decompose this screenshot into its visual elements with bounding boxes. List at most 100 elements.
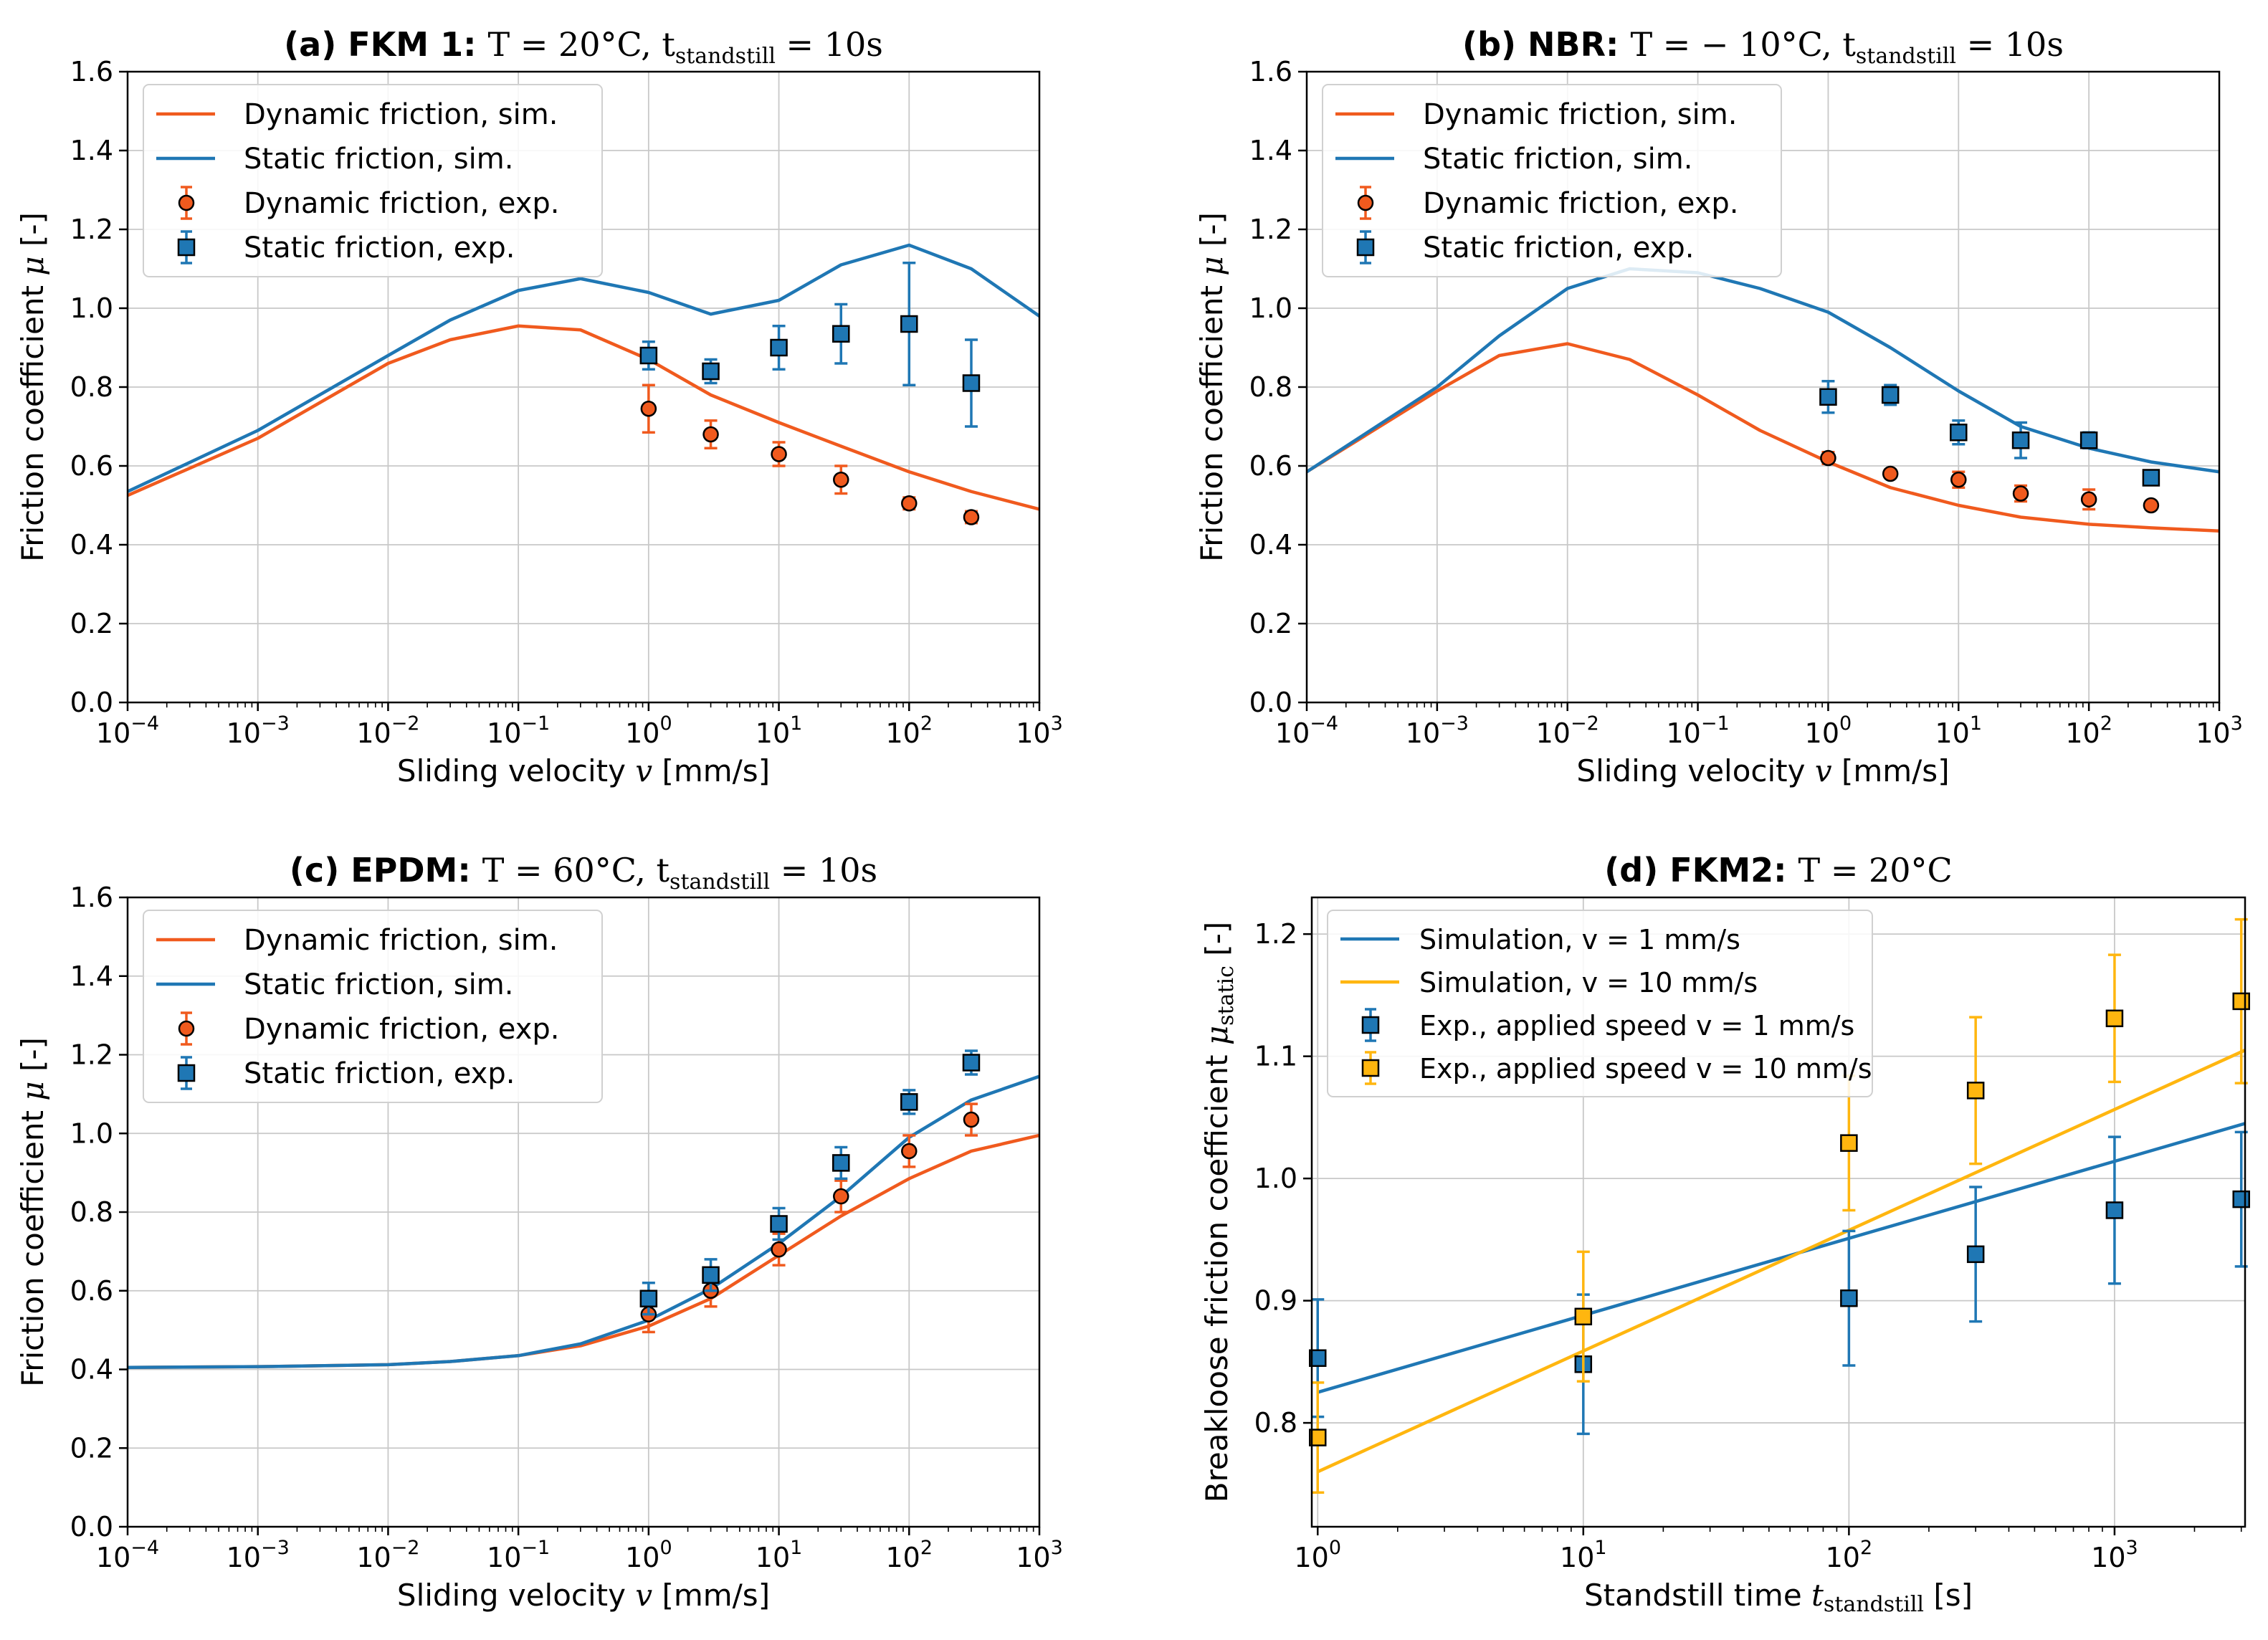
y-tick-label: 0.0 bbox=[70, 1511, 113, 1543]
data-point-circle bbox=[1820, 449, 1836, 467]
marker-group bbox=[639, 1049, 981, 1334]
legend-label: Dynamic friction, exp. bbox=[244, 187, 560, 220]
x-tick-label: 102 bbox=[1826, 1537, 1873, 1573]
x-tick-label: 103 bbox=[2196, 712, 2243, 749]
x-tick-label: 10−4 bbox=[96, 712, 159, 749]
y-tick-label: 0.8 bbox=[1249, 371, 1292, 403]
y-tick-label: 1.1 bbox=[1254, 1041, 1297, 1072]
data-point-square bbox=[1840, 1134, 1858, 1152]
y-tick-label: 1.6 bbox=[1249, 56, 1292, 87]
data-point-square bbox=[2232, 992, 2250, 1011]
data-point-circle bbox=[963, 509, 980, 525]
x-tick-label: 102 bbox=[886, 712, 933, 749]
legend-label: Simulation, v = 10 mm/s bbox=[1419, 967, 1758, 998]
x-axis: 10−4 10−3 10−2 10−1 100 101 102 103 bbox=[1275, 702, 2243, 749]
series-line bbox=[1307, 267, 2219, 474]
data-point-square bbox=[1309, 1429, 1327, 1446]
x-axis-label: Sliding velocity v [mm/s] bbox=[397, 1578, 770, 1613]
chart-title: (d) FKM2: T = 20°C bbox=[1604, 851, 1952, 890]
y-tick-label: 0.0 bbox=[70, 687, 113, 718]
legend-label: Exp., applied speed v = 10 mm/s bbox=[1419, 1053, 1872, 1084]
data-point-square bbox=[1881, 386, 1900, 404]
y-tick-label: 0.6 bbox=[70, 450, 113, 482]
x-tick-label: 101 bbox=[756, 712, 803, 749]
data-point-square bbox=[832, 1154, 850, 1172]
x-tick-label: 103 bbox=[1016, 1537, 1063, 1573]
chart-panel-b: 0.00.20.40.60.81.01.21.41.610−4 10−3 10−2 1… bbox=[1194, 25, 2243, 788]
data-point-square bbox=[900, 315, 918, 333]
series-line bbox=[128, 243, 1039, 493]
chart-panel-d: 0.8 0.9 1.0 1.1 1.2 100 101 102 103 Standstill ti… bbox=[1199, 851, 2250, 1617]
y-tick-label: 0.8 bbox=[70, 371, 113, 403]
y-tick-label: 1.0 bbox=[1249, 292, 1292, 324]
y-tick-label: 1.2 bbox=[70, 214, 113, 245]
legend-label: Dynamic friction, exp. bbox=[1423, 187, 1739, 220]
legend-frame bbox=[1327, 910, 1873, 1097]
data-point-circle bbox=[2012, 485, 2029, 502]
y-tick-label: 1.6 bbox=[70, 882, 113, 913]
legend: Simulation, v = 1 mm/s Simulation, v = 10… bbox=[1327, 910, 1873, 1097]
data-point-circle bbox=[1950, 472, 1967, 488]
y-tick-label: 0.6 bbox=[1249, 450, 1292, 482]
chart-title: (c) EPDM: T = 60°C, tstandstill = 10s bbox=[290, 851, 877, 895]
y-tick-label: 0.2 bbox=[70, 1432, 113, 1464]
data-point-circle bbox=[771, 1241, 787, 1258]
data-point-square bbox=[1966, 1245, 1985, 1264]
data-point-circle bbox=[833, 1188, 849, 1205]
data-point-circle bbox=[901, 495, 918, 512]
chart-panel-a: 0.00.20.40.60.81.01.21.41.610−4 10−3 10−2 1… bbox=[15, 25, 1063, 788]
y-tick-label: 1.2 bbox=[70, 1039, 113, 1071]
data-point-square bbox=[770, 1215, 788, 1233]
y-axis-label: Friction coefficient μ [-] bbox=[15, 212, 50, 562]
legend-square-swatch bbox=[1361, 1016, 1380, 1034]
data-point-square bbox=[702, 1266, 720, 1284]
x-axis-label: Standstill time tstandstill [s] bbox=[1584, 1578, 1973, 1617]
legend-label: Exp., applied speed v = 1 mm/s bbox=[1419, 1010, 1854, 1041]
axes-frame bbox=[1310, 896, 2246, 1528]
x-tick-label: 100 bbox=[625, 1537, 672, 1573]
x-tick-label: 10−1 bbox=[487, 712, 550, 749]
legend-square-swatch bbox=[177, 1064, 196, 1082]
data-point-square bbox=[1309, 1349, 1327, 1367]
x-tick-label: 10−2 bbox=[1536, 712, 1599, 749]
data-point-circle bbox=[702, 426, 719, 443]
y-tick-label: 0.9 bbox=[1254, 1285, 1297, 1317]
data-point-square bbox=[2232, 1190, 2250, 1208]
legend-circle-swatch bbox=[178, 194, 195, 211]
legend-label: Static friction, exp. bbox=[244, 232, 515, 264]
series-group bbox=[128, 243, 1039, 511]
data-point-circle bbox=[1882, 465, 1899, 482]
y-tick-label: 1.4 bbox=[70, 960, 113, 992]
x-axis: 100 101 102 103 bbox=[1294, 1527, 2242, 1573]
y-tick-label: 0.2 bbox=[70, 608, 113, 639]
y-tick-label: 0.8 bbox=[1254, 1407, 1297, 1439]
x-tick-label: 10−2 bbox=[356, 712, 419, 749]
data-point-circle bbox=[640, 401, 657, 417]
legend: Dynamic friction, sim. Static friction, s… bbox=[1322, 84, 1782, 277]
x-tick-label: 10−4 bbox=[1275, 712, 1338, 749]
y-tick-label: 0.8 bbox=[70, 1196, 113, 1228]
legend-label: Dynamic friction, sim. bbox=[244, 924, 558, 957]
y-tick-label: 1.4 bbox=[1249, 135, 1292, 166]
y-tick-label: 1.2 bbox=[1254, 918, 1297, 950]
data-point-square bbox=[2105, 1009, 2124, 1028]
data-point-circle bbox=[963, 1111, 980, 1128]
legend-square-swatch bbox=[177, 238, 196, 257]
legend: Dynamic friction, sim. Static friction, s… bbox=[143, 84, 603, 277]
y-tick-label: 1.0 bbox=[70, 1117, 113, 1149]
chart-panel-c: 0.00.20.40.60.81.01.21.41.610−4 10−3 10−2 1… bbox=[15, 851, 1063, 1613]
y-axis: 0.0 0.2 0.4 0.6 0.8 1.0 1.2 1.4 1.6 bbox=[70, 882, 128, 1543]
data-point-square bbox=[1840, 1289, 1858, 1307]
x-axis: 10−4 10−3 10−2 10−1 100 101 102 103 bbox=[96, 702, 1063, 749]
data-point-square bbox=[962, 374, 981, 392]
data-point-circle bbox=[833, 472, 849, 488]
legend-square-swatch bbox=[1356, 238, 1375, 257]
x-tick-label: 102 bbox=[2065, 712, 2112, 749]
x-tick-label: 102 bbox=[886, 1537, 933, 1573]
marker-group bbox=[1819, 380, 2160, 514]
legend-label: Static friction, exp. bbox=[244, 1057, 515, 1090]
y-tick-label: 1.2 bbox=[1249, 214, 1292, 245]
legend-label: Static friction, sim. bbox=[244, 143, 513, 176]
data-point-square bbox=[770, 338, 788, 357]
